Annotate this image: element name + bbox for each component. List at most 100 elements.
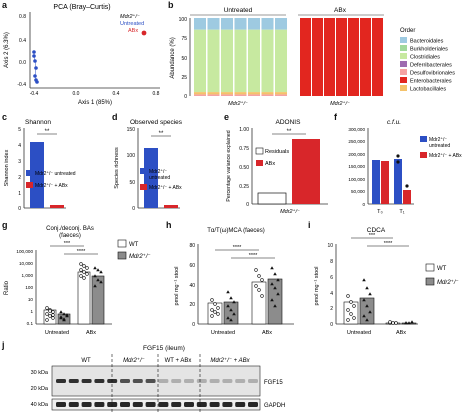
legend-label: Mdr2⁺/⁻	[437, 279, 459, 286]
fgf15-band	[68, 379, 79, 383]
data-point	[45, 312, 49, 316]
data-point	[226, 316, 230, 320]
panel-d: d Observed species 150 100 50 0 Species …	[110, 112, 220, 218]
legend-label: Bacteroidales	[410, 39, 444, 45]
stack-segment	[275, 29, 287, 93]
stack-segment	[360, 18, 371, 96]
data-point	[362, 278, 366, 282]
fgf15-band	[248, 379, 258, 383]
lane-label: Mdr2⁺/⁻	[123, 357, 145, 364]
bar-t1-untreated	[394, 159, 402, 204]
y-axis-label: Axis 2 (6.3%)	[4, 32, 10, 68]
stack-segment	[275, 94, 287, 96]
legend-label: Burkholderiales	[410, 47, 448, 53]
x-tick: 0.8	[153, 91, 160, 97]
data-point	[213, 310, 217, 314]
y-tick: 0.4	[19, 38, 26, 44]
data-point	[93, 266, 97, 270]
data-point	[260, 278, 264, 282]
y-tick: 10,000	[19, 261, 33, 266]
stack-segment	[312, 18, 323, 96]
y-tick: 0	[330, 322, 333, 328]
fgf15-band	[81, 379, 92, 383]
legend-swatch	[140, 168, 147, 174]
x-tick: T₀	[377, 209, 383, 215]
marker-label: 40 kDa	[31, 402, 49, 408]
legend-label: Mdr2⁺/⁻	[149, 169, 167, 175]
legend-label: Mdr2⁺/⁻	[129, 253, 151, 260]
abundance-chart: Untreated ABx 100 75 50 25 0 Abundance (…	[170, 7, 455, 107]
legend-label: Mdr2⁺/⁻ untreated	[35, 171, 76, 177]
data-point	[82, 270, 86, 274]
y-tick: 50,000	[351, 189, 365, 194]
y-axis-label: Species richness	[114, 147, 120, 189]
data-point	[352, 316, 356, 320]
group-label: ABx	[334, 7, 347, 14]
legend-swatch	[400, 69, 407, 75]
ratio-chart: Conj./deconj. BAs (faeces) 100,000 10,00…	[4, 226, 151, 336]
panel-label: i	[308, 220, 311, 230]
y-tick: 40	[189, 283, 195, 289]
band-label: GAPDH	[264, 403, 285, 409]
lane-label: WT	[81, 358, 91, 364]
panel-label: f	[334, 112, 337, 122]
bar-abx	[50, 205, 64, 208]
stack-segment	[221, 29, 233, 93]
stack-segment	[248, 29, 260, 93]
group-sub-label: Mdr2⁺/⁻	[330, 100, 350, 107]
bar-t0-untreated	[372, 160, 380, 204]
stack-segment	[248, 18, 260, 30]
data-point	[365, 304, 369, 308]
panel-label: g	[2, 220, 8, 230]
gapdh-band	[81, 402, 92, 407]
gapdh-band	[94, 402, 105, 407]
data-point	[273, 286, 277, 290]
data-point	[388, 320, 392, 324]
y-tick: 100	[179, 17, 188, 23]
fgf15-band	[196, 379, 207, 383]
data-point	[62, 312, 66, 316]
shannon-chart: Shannon 5 4 3 2 1 0 Shannon index ** Mdr…	[4, 119, 76, 212]
stack-segment	[324, 18, 335, 96]
significance: ****	[384, 241, 393, 247]
data-point	[273, 304, 277, 308]
y-tick: 150	[127, 127, 136, 133]
legend-swatch	[400, 45, 407, 51]
panel-label: a	[2, 0, 8, 10]
data-point	[276, 292, 280, 296]
data-point	[93, 284, 97, 288]
y-tick: 60	[189, 263, 195, 269]
band-label: FGF15	[264, 380, 283, 386]
bar-mdr2-untreated	[359, 297, 375, 325]
y-tick: 0	[246, 202, 249, 208]
chart-title: PCA (Bray–Curtis)	[53, 4, 110, 11]
y-tick: 0	[192, 322, 195, 328]
significance: ****	[77, 249, 86, 255]
stack-segment	[207, 29, 220, 93]
stack-segment	[261, 94, 274, 96]
data-point	[394, 321, 398, 325]
legend-label: Desulfovibrionales	[410, 71, 455, 77]
group-sub-label: Mdr2⁺/⁻	[228, 100, 248, 107]
chart-title: Conj./deconj. BAs	[46, 226, 94, 232]
data-point	[257, 274, 261, 278]
chart-subtitle: (faeces)	[59, 233, 81, 239]
data-point	[82, 276, 86, 280]
group-label: Untreated	[45, 330, 69, 336]
legend-swatch	[425, 277, 435, 286]
stack-segment	[336, 18, 347, 96]
bar-mdr2-abx	[267, 278, 283, 325]
gapdh-band	[184, 402, 194, 407]
group-label: Untreated	[347, 330, 371, 336]
panel-label: e	[224, 112, 230, 122]
y-tick: 10	[28, 297, 34, 302]
lane-label: WT + ABx	[165, 358, 192, 364]
blot-title: FGF15 (ileum)	[143, 345, 185, 352]
legend-swatch	[420, 136, 427, 142]
gapdh-band	[171, 402, 182, 407]
data-point	[51, 310, 55, 314]
legend-label: Lactobacillales	[410, 87, 446, 93]
bar-abx	[292, 139, 320, 204]
bar-untreated	[30, 142, 44, 208]
legend-abx: ABx	[128, 28, 138, 34]
